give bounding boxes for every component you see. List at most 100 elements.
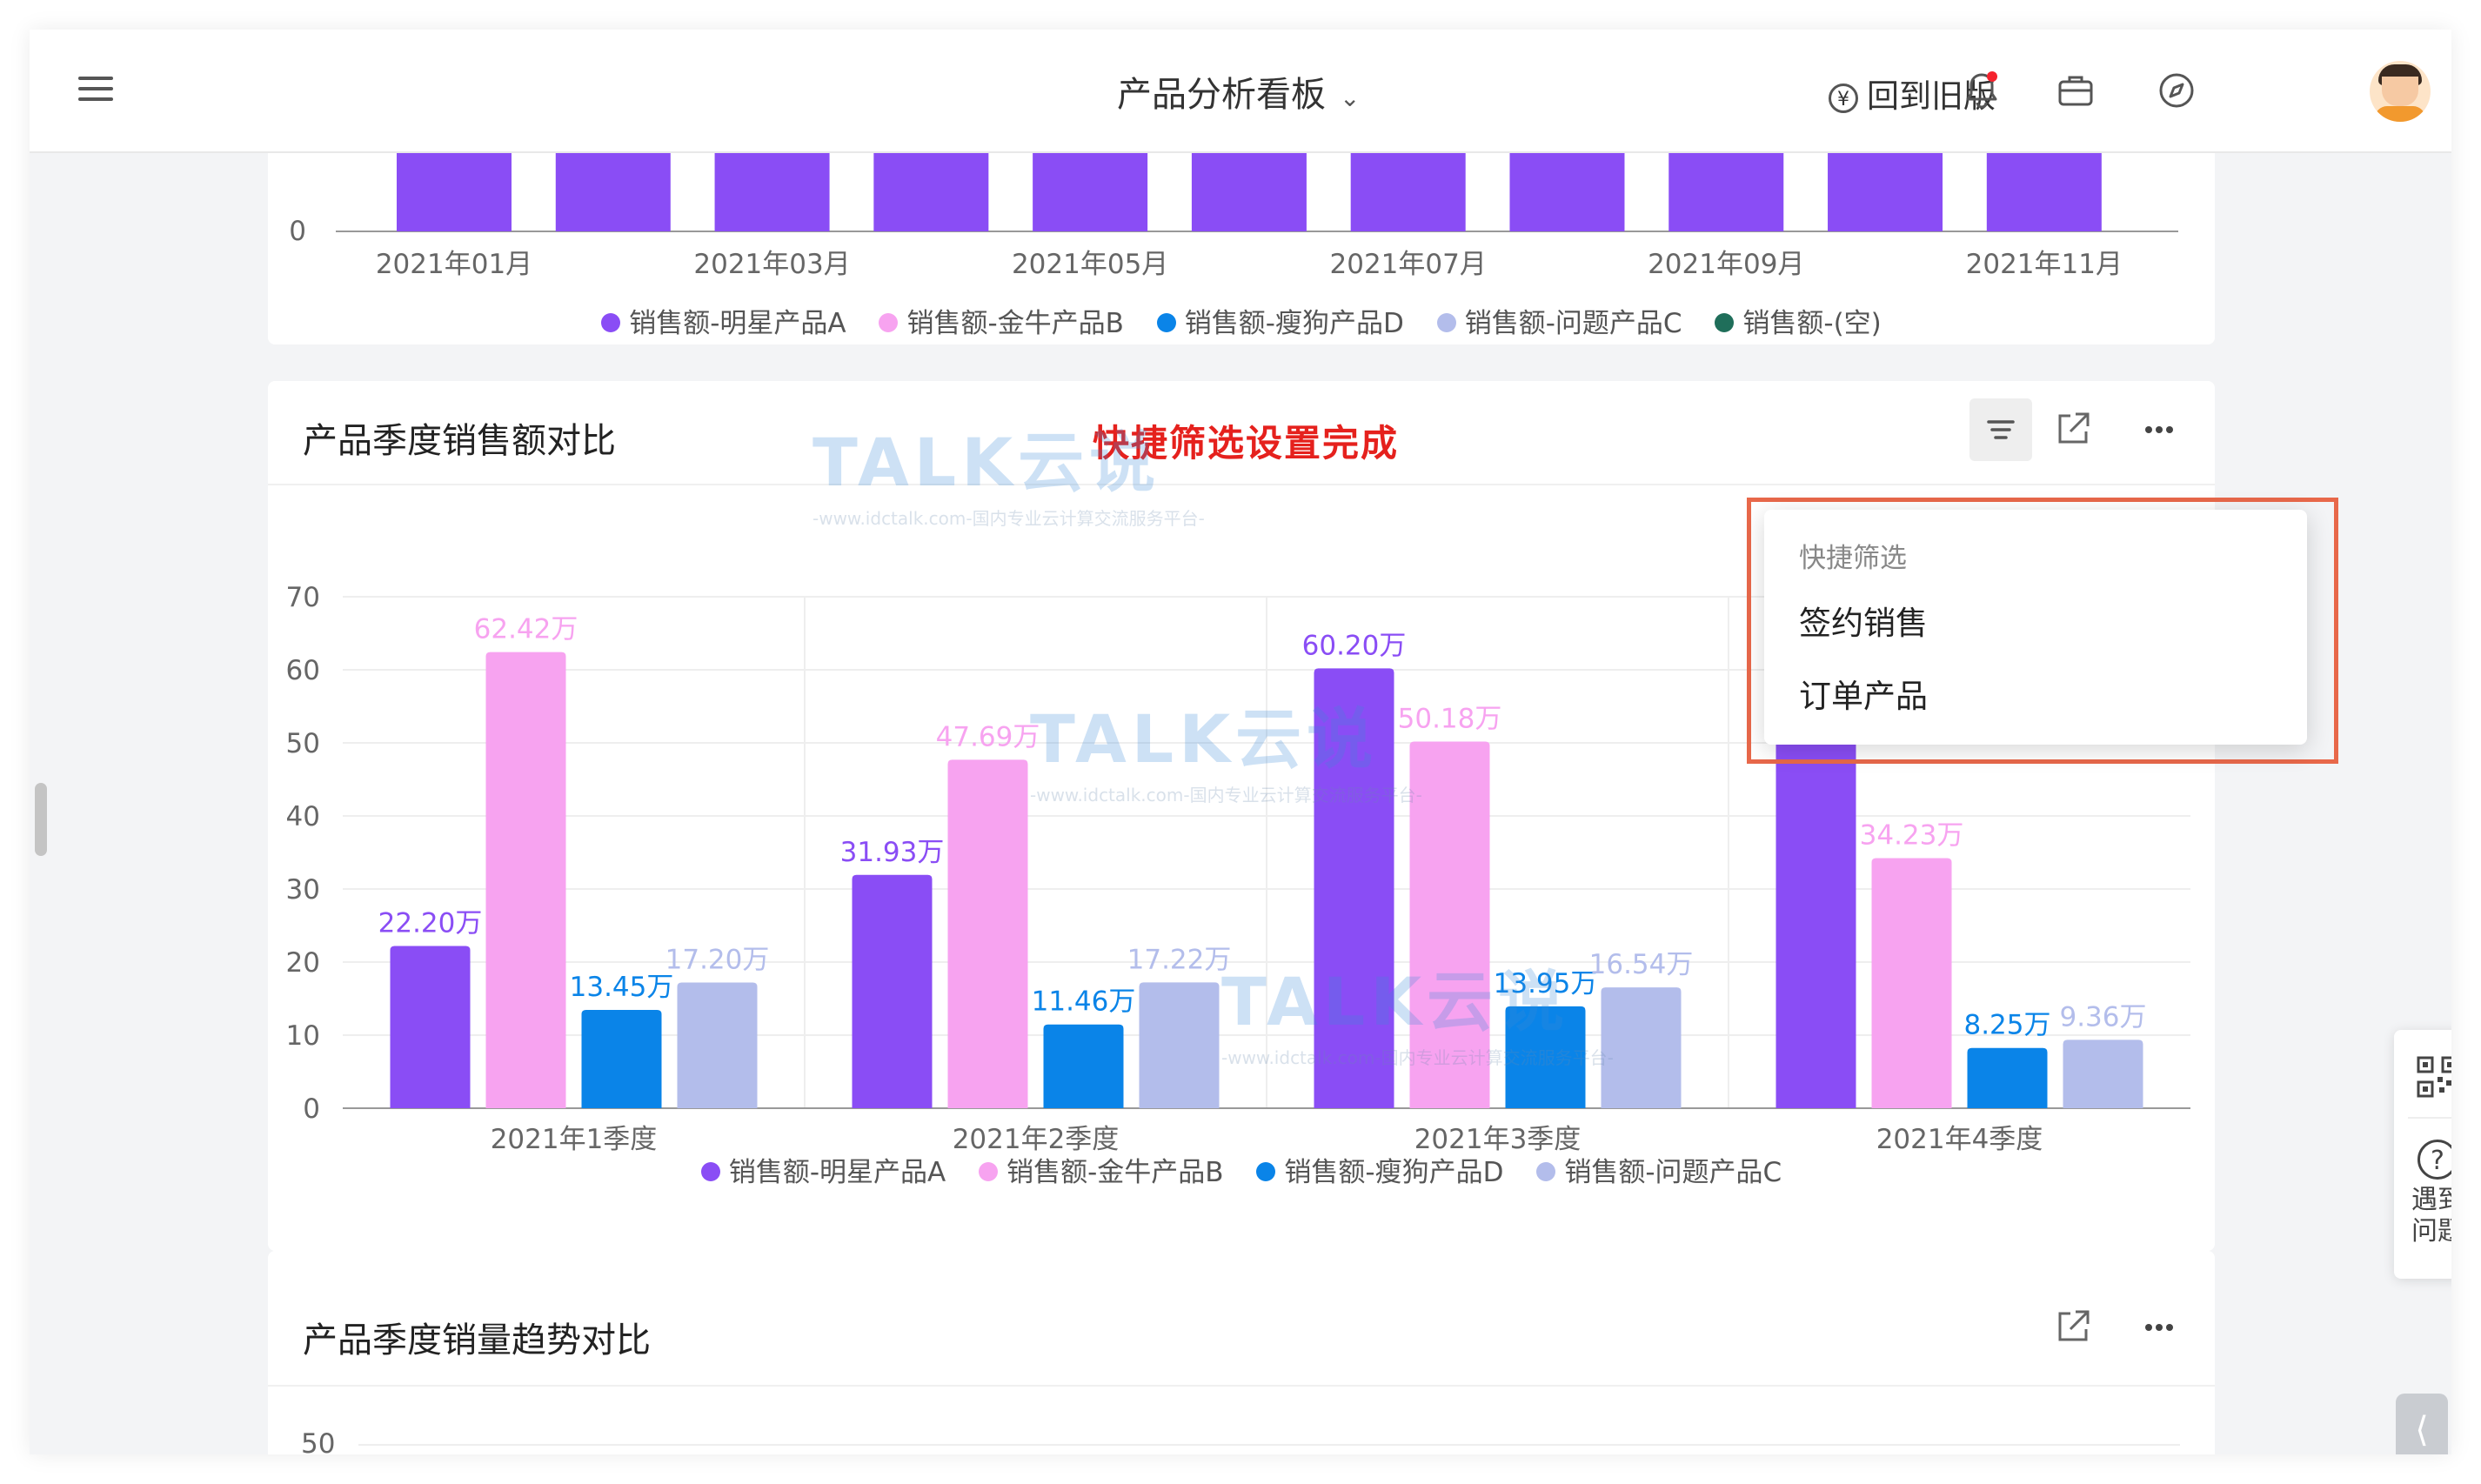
help-button[interactable]: ? 遇到 问题 [2394,1140,2451,1247]
data-label: 13.95万 [1494,968,1598,999]
legend-item-dog-d[interactable]: 销售额-瘦狗产品D [1256,1150,1503,1189]
y-tick-label: 50 [286,728,320,759]
y-tick-label: 50 [301,1428,336,1454]
external-link-icon [2058,1310,2090,1341]
data-label: 22.20万 [378,908,483,939]
data-label: 50.18万 [1398,703,1502,734]
data-label: 8.25万 [1963,1010,2050,1041]
bar [1139,982,1220,1108]
legend-item-question-c[interactable]: 销售额-问题产品C [1536,1150,1782,1189]
collapse-panel-button[interactable]: ⟨ [2396,1394,2448,1454]
y-tick-label: 10 [286,1020,320,1052]
x-tick-label: 2021年01月 [376,249,532,280]
more-dots-icon [2145,1324,2173,1331]
legend-dot-icon [700,1161,720,1181]
bar [677,982,758,1108]
data-label: 17.22万 [1127,944,1232,975]
help-label: 遇到 [2411,1185,2451,1215]
data-label: 34.23万 [1860,819,1964,851]
y-tick-label: 60 [286,655,320,686]
chevron-down-icon: ⌄ [1340,84,1361,112]
filter-option-signed-sales[interactable]: 签约销售 [1799,605,1928,642]
question-icon: ? [2417,1140,2451,1180]
expand-button[interactable] [2041,398,2103,461]
currency-icon: ¥ [1829,83,1858,113]
legend-item-star-a[interactable]: 销售额-明星产品A [601,301,846,340]
data-label: 31.93万 [840,837,945,868]
legend-item-star-a[interactable]: 销售额-明星产品A [700,1150,946,1189]
legend-item-empty[interactable]: 销售额-(空) [1715,301,1882,340]
legend-dot-icon [1156,312,1176,332]
highlight-frame [1747,498,2338,764]
more-options-button[interactable] [2128,398,2190,461]
monthly-sales-legend: 销售额-明星产品A 销售额-金牛产品B 销售额-瘦狗产品D 销售额-问题产品C … [268,301,2215,340]
top-bar: 产品分析看板 ⌄ ¥ 回到旧版 [30,30,2451,153]
compass-icon[interactable] [2156,70,2197,111]
briefcase-icon[interactable] [2055,70,2096,111]
more-options-button[interactable] [2128,1296,2190,1359]
side-widget: ? 遇到 问题 [2394,1030,2451,1279]
data-label: 13.45万 [570,972,674,1003]
legend-item-dog-d[interactable]: 销售额-瘦狗产品D [1156,301,1404,340]
qr-code-icon[interactable] [2417,1056,2451,1098]
scrollbar-thumb[interactable] [35,783,47,856]
data-label: 62.42万 [474,614,578,645]
bar [1601,987,1682,1108]
gridline [358,1444,2180,1446]
legend-dot-icon [979,1161,999,1181]
x-tick-label: 2021年05月 [1012,249,1168,280]
dashboard-title-dropdown[interactable]: 产品分析看板 ⌄ [1117,66,1360,117]
quick-filter-button[interactable] [1969,398,2032,461]
bell-icon[interactable] [1961,70,2003,111]
back-to-legacy-button[interactable]: ¥ 回到旧版 [1829,70,1996,117]
y-tick-label: 0 [289,216,306,247]
legend-item-question-c[interactable]: 销售额-问题产品C [1436,301,1682,340]
x-tick-label: 2021年2季度 [953,1124,1120,1155]
y-tick-label: 30 [286,874,320,906]
bar [485,652,566,1108]
app-window: 产品分析看板⌄ ¥回到旧版 04.69万2021年01月10.17万7.34万2… [30,30,2451,1454]
menu-icon[interactable] [78,77,113,106]
external-link-icon [2058,412,2090,444]
card-title: 产品季度销售额对比 [303,421,616,461]
back-to-legacy-label: 回到旧版 [1867,77,1996,115]
help-label: 问题 [2411,1216,2451,1247]
data-label: 16.54万 [1589,949,1694,980]
bar [1871,858,1952,1108]
filter-done-annotation: 快捷筛选设置完成 [1093,422,1400,465]
x-tick-label: 2021年4季度 [1876,1124,2043,1155]
user-avatar[interactable] [2370,61,2431,122]
x-tick-label: 2021年09月 [1648,249,1804,280]
chevron-left-icon: ⟨ [2415,1410,2429,1450]
quick-filter-dropdown: 快捷筛选 签约销售 订单产品 [1764,510,2307,745]
bar [1775,670,1856,1108]
legend-dot-icon [1715,312,1735,332]
filter-option-order-product[interactable]: 订单产品 [1799,678,1928,715]
dashboard-title: 产品分析看板 [1117,75,1326,115]
bar [1505,1006,1586,1108]
bar [2063,1039,2143,1108]
legend-dot-icon [601,312,621,332]
x-tick-label: 2021年3季度 [1414,1124,1582,1155]
legend-dot-icon [879,312,899,332]
legend-dot-icon [1256,1161,1276,1181]
filter-icon [1987,420,2015,439]
x-tick-label: 2021年03月 [693,249,850,280]
legend-dot-icon [1436,312,1456,332]
bar [1043,1024,1124,1108]
bar [1314,668,1394,1108]
dropdown-header: 快捷筛选 [1799,543,1907,574]
legend-item-cow-b[interactable]: 销售额-金牛产品B [979,1150,1224,1189]
x-tick-label: 2021年07月 [1330,249,1487,280]
legend-item-cow-b[interactable]: 销售额-金牛产品B [879,301,1124,340]
bar [852,874,933,1108]
bar [581,1010,662,1108]
expand-button[interactable] [2041,1296,2103,1359]
bar [390,946,471,1108]
y-tick-label: 0 [303,1093,320,1125]
data-label: 17.20万 [665,945,770,976]
data-label: 11.46万 [1032,986,1136,1018]
y-tick-label: 70 [286,582,320,613]
x-tick-label: 2021年11月 [1966,249,2123,280]
bar [1409,741,1490,1108]
